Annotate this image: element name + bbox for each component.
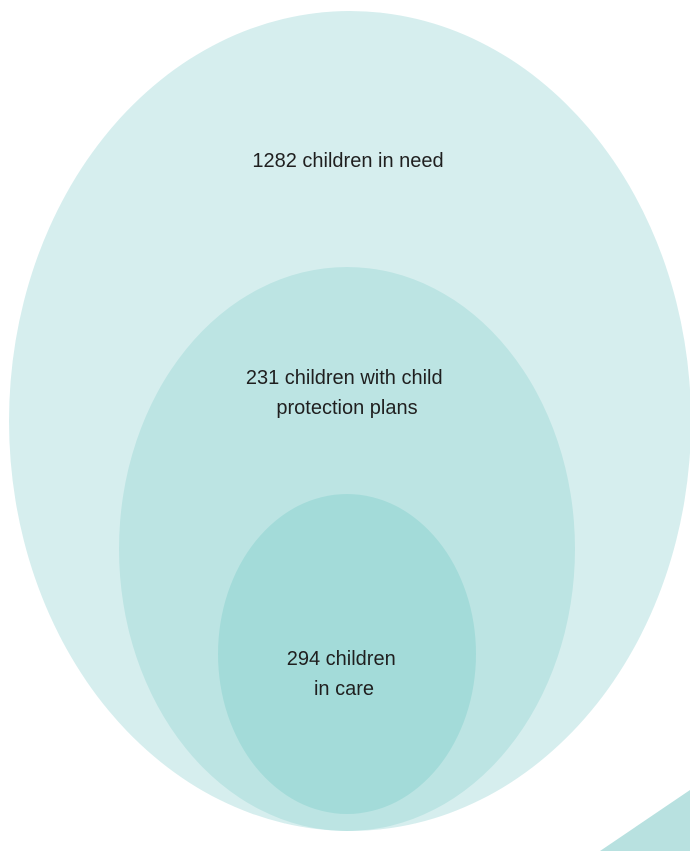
label-child-protection-plans-line-2: protection plans [276, 397, 417, 419]
label-child-protection-plans: 231 children with child protection plans [246, 367, 448, 419]
label-children-in-care-line-2: in care [314, 678, 374, 700]
label-child-protection-plans-line-1: 231 children with child [246, 367, 443, 389]
label-children-in-care: 294 children in care [287, 648, 402, 700]
ellipse-children-in-care [218, 494, 476, 814]
label-children-in-care-line-1: 294 children [287, 648, 396, 670]
label-children-in-need-line-1: 1282 children in need [252, 150, 443, 172]
corner-decoration [600, 790, 690, 851]
label-children-in-need: 1282 children in need [252, 150, 443, 172]
